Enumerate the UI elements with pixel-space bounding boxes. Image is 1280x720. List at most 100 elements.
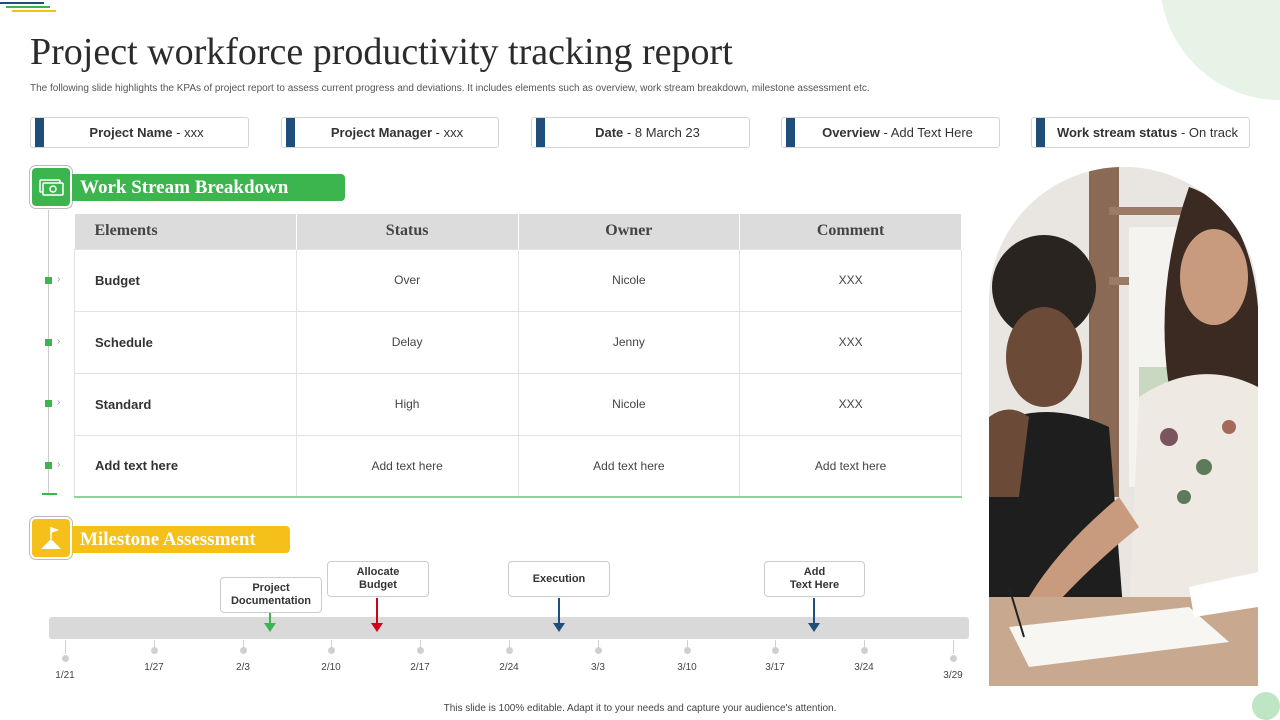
table-cell: Nicole — [517, 372, 741, 436]
timeline-dot — [62, 655, 69, 662]
table-row: Standard High Nicole XXX — [74, 372, 962, 436]
money-icon — [30, 166, 72, 208]
table-row: Budget Over Nicole XXX — [74, 248, 962, 312]
timeline-tick-label: 2/10 — [321, 662, 341, 673]
milestone-box: Execution — [508, 561, 610, 597]
timeline-tick — [953, 640, 954, 654]
row-marker — [45, 339, 52, 346]
work-stream-heading: Work Stream Breakdown — [72, 174, 345, 201]
milestone-box: Project Documentation — [220, 577, 322, 613]
table-cell: Delay — [295, 310, 519, 374]
timeline-dot — [417, 647, 424, 654]
table-cell: Add text here — [517, 434, 741, 498]
table-cell: Nicole — [517, 248, 741, 312]
table-cell: XXX — [739, 310, 962, 374]
table-cell: XXX — [739, 372, 962, 436]
info-label: Date — [595, 125, 624, 140]
timeline-tick-label: 2/24 — [499, 662, 519, 673]
table-cell: Schedule — [74, 310, 297, 374]
info-value: - xxx — [172, 125, 204, 140]
timeline-dot — [772, 647, 779, 654]
work-stream-table: Elements Status Owner Comment Budget Ove… — [74, 214, 962, 498]
page-subtitle: The following slide highlights the KPAs … — [30, 83, 870, 94]
table-cell: High — [295, 372, 519, 436]
chevron-right-icon: › — [57, 397, 61, 408]
column-header: Comment — [739, 214, 962, 249]
row-marker — [45, 277, 52, 284]
table-row: Add text here Add text here Add text her… — [74, 434, 962, 498]
timeline-connector — [48, 210, 49, 494]
timeline-tick-label: 3/29 — [943, 670, 963, 681]
timeline-dot — [328, 647, 335, 654]
timeline-tick-label: 2/17 — [410, 662, 430, 673]
info-label: Overview — [822, 125, 880, 140]
table-cell: Jenny — [517, 310, 741, 374]
table-cell: Add text here — [739, 434, 962, 498]
table-cell: Over — [295, 248, 519, 312]
timeline-dot — [861, 647, 868, 654]
info-label: Work stream status — [1056, 125, 1178, 140]
info-label: Project Manager — [330, 125, 433, 140]
table-cell: Standard — [74, 372, 297, 436]
timeline-tick — [65, 640, 66, 654]
milestone-arrow — [371, 598, 383, 632]
info-label: Project Name — [89, 125, 173, 140]
info-date: Date - 8 March 23 — [531, 117, 750, 148]
info-project-manager: Project Manager - xxx — [281, 117, 499, 148]
timeline-dot — [151, 647, 158, 654]
milestone-arrow — [808, 598, 820, 632]
table-cell: XXX — [739, 248, 962, 312]
info-value: - On track — [1177, 125, 1239, 140]
info-accent-bar — [35, 118, 44, 147]
team-photo — [989, 167, 1258, 686]
footer-note: This slide is 100% editable. Adapt it to… — [443, 703, 837, 714]
chevron-right-icon: › — [57, 336, 61, 347]
milestone-label: Allocate Budget — [356, 566, 400, 591]
info-value: - Add Text Here — [879, 125, 973, 140]
info-accent-bar — [286, 118, 295, 147]
info-accent-bar — [1036, 118, 1045, 147]
table-cell: Add text here — [295, 434, 519, 498]
page-title: Project workforce productivity tracking … — [30, 31, 733, 73]
table-row: Schedule Delay Jenny XXX — [74, 310, 962, 374]
timeline-tick-label: 1/27 — [144, 662, 164, 673]
column-header: Elements — [74, 214, 297, 249]
decorative-lines — [0, 2, 56, 12]
table-header-row: Elements Status Owner Comment — [74, 214, 962, 249]
decorative-blob — [1160, 0, 1280, 100]
milestone-timeline-bar — [49, 617, 969, 639]
timeline-tick-label: 3/10 — [677, 662, 697, 673]
milestone-label: Execution — [532, 572, 586, 585]
info-value: - xxx — [432, 125, 464, 140]
flag-icon — [30, 517, 72, 559]
timeline-tick-label: 1/21 — [55, 670, 75, 681]
info-accent-bar — [786, 118, 795, 147]
chevron-right-icon: › — [57, 459, 61, 470]
timeline-tick-label: 3/24 — [854, 662, 874, 673]
table-cell: Add text here — [74, 434, 297, 498]
milestone-label: Project Documentation — [230, 582, 312, 607]
table-cell: Budget — [74, 248, 297, 312]
column-header: Status — [296, 214, 519, 249]
timeline-connector-base — [42, 493, 57, 495]
timeline-dot — [506, 647, 513, 654]
info-row: Project Name - xxx Project Manager - xxx… — [30, 117, 1250, 148]
column-header: Owner — [518, 214, 741, 249]
row-marker — [45, 400, 52, 407]
info-project-name: Project Name - xxx — [30, 117, 249, 148]
row-marker — [45, 462, 52, 469]
milestone-heading: Milestone Assessment — [72, 526, 290, 553]
info-overview: Overview - Add Text Here — [781, 117, 1000, 148]
chevron-right-icon: › — [57, 274, 61, 285]
timeline-dot — [595, 647, 602, 654]
info-value: - 8 March 23 — [623, 125, 700, 140]
timeline-tick-label: 3/17 — [765, 662, 785, 673]
timeline-tick-label: 2/3 — [236, 662, 250, 673]
milestone-arrow — [553, 598, 565, 632]
milestone-box: Add Text Here — [764, 561, 865, 597]
timeline-dot — [684, 647, 691, 654]
milestone-arrow — [264, 613, 276, 632]
info-accent-bar — [536, 118, 545, 147]
info-work-stream-status: Work stream status - On track — [1031, 117, 1250, 148]
timeline-dot — [950, 655, 957, 662]
